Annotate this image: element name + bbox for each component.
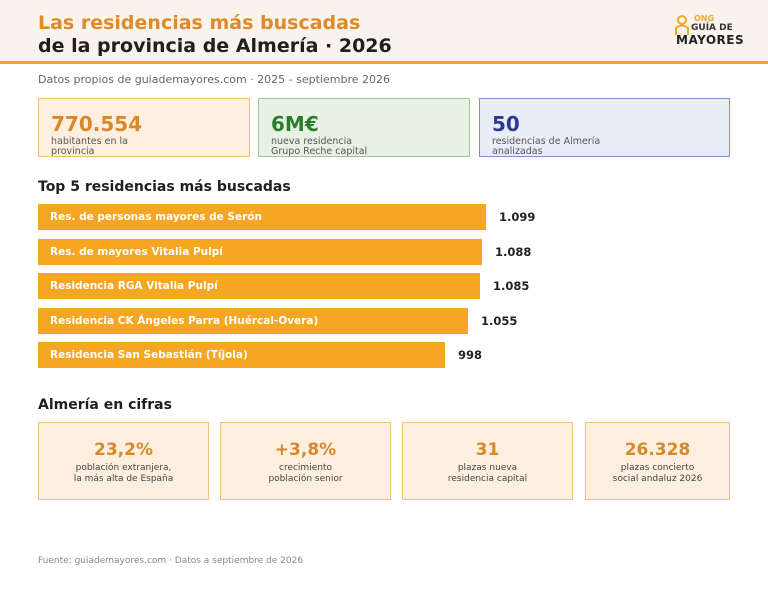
cifra-value: +3,8% — [274, 440, 337, 460]
cifra-value: 31 — [475, 440, 500, 460]
kpi-label: nueva residencia Grupo Reche capital — [271, 136, 368, 157]
bar-label: Residencia RGA Vitalia Pulpí — [50, 280, 218, 292]
cifra-label-line2: la más alta de España — [73, 474, 174, 484]
cifra-card-plazas-nueva-residencia: 31 plazas nueva residencia capital — [402, 422, 573, 500]
cifra-label-line2: social andaluz 2026 — [612, 474, 703, 484]
bar-value-label: 998 — [458, 348, 483, 362]
bar-2: Res. de mayores Vitalia Pulpí — [38, 239, 482, 265]
kpi-label: residencias de Almería analizadas — [492, 136, 601, 157]
person-icon — [675, 15, 689, 35]
cifra-value: 26.328 — [624, 440, 691, 460]
top5-bar-chart: Res. de personas mayores de Serón 1.099 Re… — [0, 200, 768, 375]
kpi-value: 770.554 — [51, 112, 143, 136]
logo-ong-text: ONG — [694, 14, 715, 23]
cifra-card-crecimiento-senior: +3,8% crecimiento población senior — [220, 422, 391, 500]
bar-label: Residencia San Sebastián (Tíjola) — [50, 349, 248, 361]
bar-1: Res. de personas mayores de Serón — [38, 204, 486, 230]
header-banner: Las residencias más buscadas de la provi… — [0, 0, 768, 64]
top5-title: Top 5 residencias más buscadas — [38, 179, 291, 195]
page-title: Las residencias más buscadas — [38, 12, 361, 34]
bar-4: Residencia CK Ángeles Parra (Huércal-Ove… — [38, 308, 468, 334]
cifra-label-line1: crecimiento — [279, 463, 332, 473]
data-source-subline: Datos propios de guiademayores.com · 202… — [38, 73, 390, 86]
bar-label: Residencia CK Ángeles Parra (Huércal-Ove… — [50, 315, 319, 327]
logo-guia-text: GUÍA DE — [691, 23, 733, 33]
kpi-card-habitantes: 770.554 habitantes en la provincia — [38, 98, 250, 157]
bar-value-label: 1.099 — [499, 210, 536, 224]
page-subtitle: de la provincia de Almería · 2026 — [38, 35, 392, 57]
cifra-label-line2: residencia capital — [447, 474, 528, 484]
bar-label: Res. de mayores Vitalia Pulpí — [50, 246, 223, 258]
bar-value-label: 1.088 — [495, 245, 532, 259]
kpi-card-nueva-residencia: 6M€ nueva residencia Grupo Reche capital — [258, 98, 470, 157]
bar-label: Res. de personas mayores de Serón — [50, 211, 262, 223]
cifra-card-poblacion-extranjera: 23,2% población extranjera, la más alta … — [38, 422, 209, 500]
bar-value-label: 1.055 — [481, 314, 518, 328]
kpi-value: 6M€ — [271, 112, 319, 136]
footer-source: Fuente: guiademayores.com · Datos a sept… — [38, 556, 304, 566]
bar-value-label: 1.085 — [493, 279, 530, 293]
kpi-card-residencias-analizadas: 50 residencias de Almería analizadas — [479, 98, 730, 157]
bar-5: Residencia San Sebastián (Tíjola) — [38, 342, 445, 368]
logo-mayores-text: MAYORES — [676, 33, 745, 47]
cifra-label-line1: plazas concierto — [620, 463, 695, 473]
bar-3: Residencia RGA Vitalia Pulpí — [38, 273, 480, 299]
cifra-label-line1: plazas nueva — [457, 463, 518, 473]
cifras-title: Almería en cifras — [38, 397, 172, 413]
kpi-value: 50 — [492, 112, 520, 136]
guia-de-mayores-logo[interactable]: ONG GUÍA DE MAYORES — [672, 13, 745, 49]
cifra-value: 23,2% — [94, 440, 153, 460]
kpi-label: habitantes en la provincia — [51, 136, 128, 157]
cifra-label-line2: población senior — [268, 474, 343, 484]
cifra-label-line1: población extranjera, — [75, 463, 172, 473]
cifra-card-plazas-concierto: 26.328 plazas concierto social andaluz 2… — [585, 422, 730, 500]
